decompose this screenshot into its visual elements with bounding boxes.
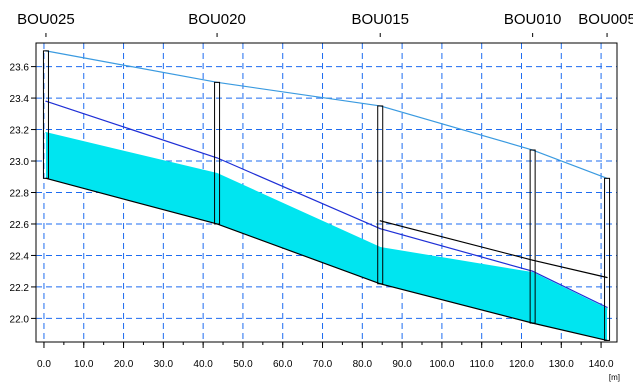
fill-layer — [45, 132, 608, 341]
x-tick-label: 80.0 — [353, 359, 373, 370]
x-tick-label: 90.0 — [392, 359, 412, 370]
series-point-2 — [216, 173, 218, 175]
x-tick-label: 30.0 — [154, 359, 174, 370]
series-point-1 — [216, 157, 218, 159]
x-tick-label: 140.0 — [589, 359, 614, 370]
manhole-shaft — [214, 81, 221, 225]
manhole-shaft — [377, 105, 384, 285]
shaft-layer — [42, 33, 611, 341]
series-point-2 — [45, 132, 47, 134]
series-point-2 — [379, 246, 381, 249]
x-tick-label: 10.0 — [74, 359, 94, 370]
y-tick-label: 22.8 — [10, 189, 30, 200]
x-tick-label: 110.0 — [470, 359, 495, 370]
series-point-1 — [45, 100, 47, 102]
y-tick-label: 23.4 — [10, 94, 30, 105]
x-tick-label: 120.0 — [509, 359, 534, 370]
node-label: BOU015 — [351, 11, 409, 28]
series-point-1 — [379, 228, 381, 230]
series-point-1 — [606, 306, 608, 308]
series-point-2 — [532, 272, 534, 274]
series-point-4 — [532, 259, 534, 261]
y-tick-label: 22.6 — [10, 220, 30, 231]
series-point-1 — [532, 270, 534, 272]
y-tick-label: 23.6 — [10, 63, 30, 74]
x-tick-label: 40.0 — [193, 359, 213, 370]
y-tick-label: 22.0 — [10, 314, 30, 325]
x-tick-label: 50.0 — [233, 359, 253, 370]
x-tick-label: 60.0 — [273, 359, 293, 370]
y-tick-label: 23.2 — [10, 126, 30, 137]
water-fill-area — [45, 132, 608, 341]
x-tick-label: 100.0 — [429, 359, 454, 370]
axis-layer: 0.0 10.0 20.0 30.0 40.0 50.0 60.0 70.0 80.0 90.0 1… — [10, 63, 620, 382]
node-label: BOU025 — [17, 11, 75, 28]
manhole-shaft — [529, 149, 536, 324]
x-tick-label: 0.0 — [37, 359, 51, 370]
series-point-4 — [606, 276, 608, 279]
x-tick-label: 20.0 — [114, 359, 134, 370]
y-tick-label: 22.4 — [10, 251, 30, 262]
series-point-4 — [379, 220, 381, 222]
series-point-2 — [606, 308, 608, 310]
manhole-shaft — [604, 177, 611, 341]
y-tick-label: 23.0 — [10, 157, 30, 168]
node-label: BOU020 — [188, 11, 246, 28]
y-tick-label: 22.2 — [10, 283, 30, 294]
x-tick-label: 130.0 — [549, 359, 574, 370]
node-label: BOU005 — [578, 11, 633, 28]
x-tick-label: 70.0 — [313, 359, 333, 370]
label-layer: BOU025 BOU020 BOU015 BOU010 BOU005 — [17, 11, 633, 28]
x-unit-label: [m] — [609, 373, 620, 382]
manhole-shaft — [42, 50, 49, 179]
node-label: BOU010 — [504, 11, 562, 28]
